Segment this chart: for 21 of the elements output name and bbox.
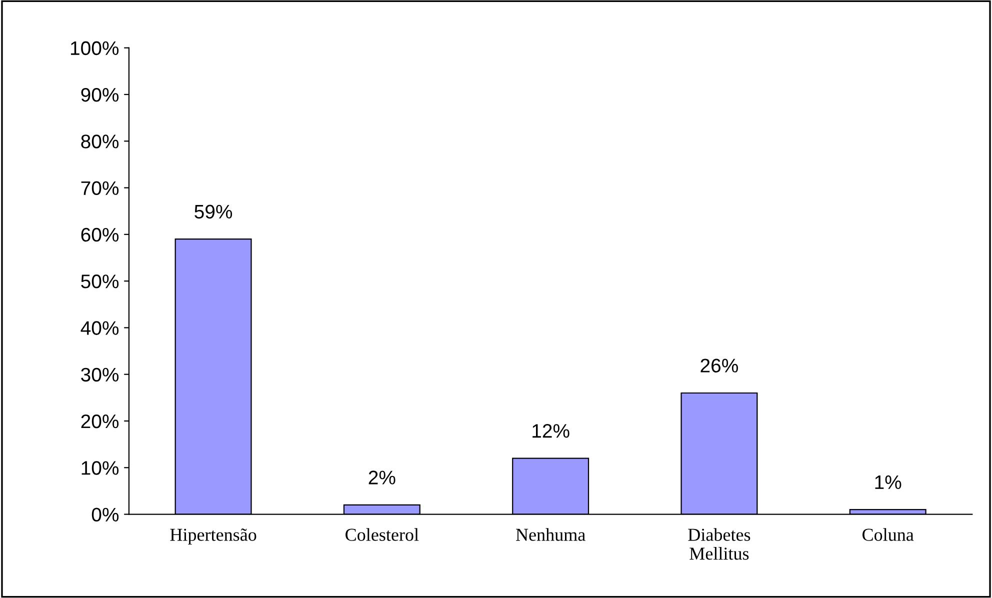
x-tick-label: Diabetes Mellitus [688,528,750,560]
y-tick-label: 40% [80,321,119,335]
y-tick-label: 80% [81,134,119,148]
x-tick-label: Colesterol [346,528,419,541]
x-tick-label: Hipertensão [170,528,256,545]
data-label: 1% [875,475,902,490]
data-label: 12% [532,424,570,438]
y-tick-label: 70% [81,181,119,196]
y-tick-label: 0% [92,508,119,522]
x-tick-label: Coluna [862,528,914,541]
data-label: 26% [700,358,738,372]
y-tick-label: 60% [81,228,119,242]
y-tick-label: 50% [81,274,119,288]
y-tick-label: 90% [81,88,119,102]
y-tick-label: 10% [82,461,119,475]
y-tick-label: 100% [70,41,119,56]
x-tick-label: Nenhuma [516,528,586,541]
data-label: 2% [368,470,396,484]
y-tick-label: 30% [81,368,119,382]
data-label: 59% [194,204,232,219]
y-tick-label: 20% [81,414,119,428]
